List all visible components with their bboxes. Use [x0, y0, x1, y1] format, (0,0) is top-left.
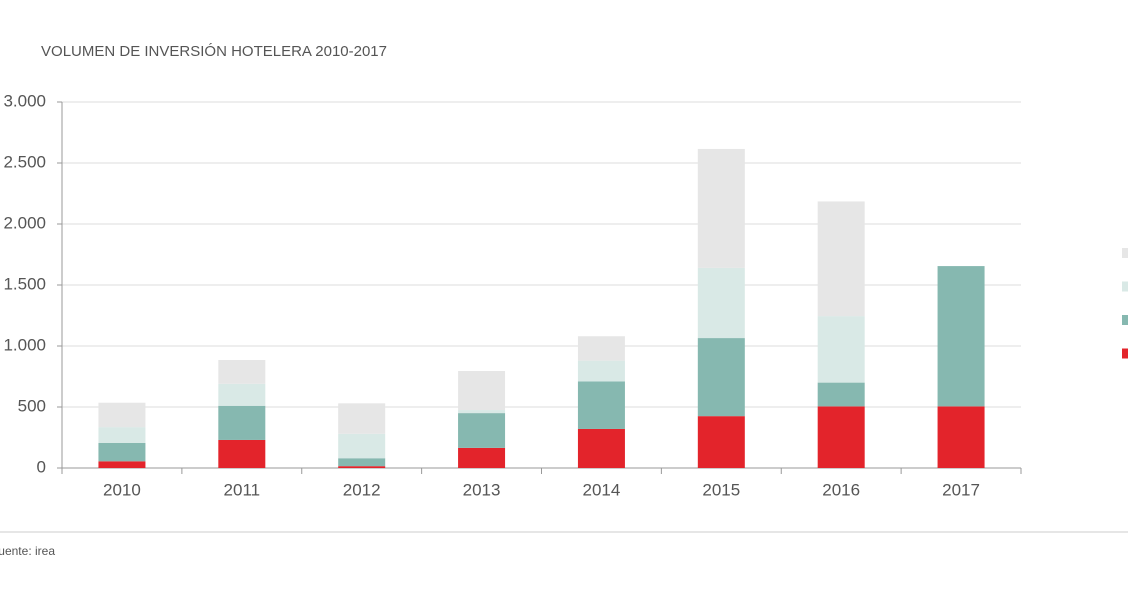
bar-segment — [218, 360, 266, 384]
bar-segment — [937, 406, 985, 468]
legend-swatch — [1122, 248, 1128, 258]
y-tick-label: 2.500 — [3, 152, 46, 171]
bar-segment — [338, 403, 386, 434]
bar-segment — [817, 382, 865, 407]
bar-segment — [338, 433, 386, 459]
chart-title: VOLUMEN DE INVERSIÓN HOTELERA 2010-2017 — [41, 43, 387, 60]
bar-segment — [937, 266, 985, 407]
x-tick-label: 2013 — [463, 480, 501, 499]
y-tick-label: 1.000 — [3, 335, 46, 354]
x-tick-label: 2014 — [583, 480, 621, 499]
bar-segment — [458, 413, 506, 448]
bar-segment — [98, 461, 146, 468]
bar-segment — [218, 439, 266, 468]
bar-segment — [697, 267, 745, 339]
bar-segment — [98, 402, 146, 428]
x-tick-label: 2012 — [343, 480, 381, 499]
bar-segment — [697, 338, 745, 417]
bar-segment — [697, 148, 745, 268]
legend-swatch — [1122, 281, 1128, 292]
bar-segment — [577, 336, 625, 361]
source: Fuente: irea — [0, 544, 55, 558]
bar-segment — [577, 381, 625, 429]
bar-segment — [817, 201, 865, 317]
x-tick-label: 2015 — [702, 480, 740, 499]
bar-segment — [218, 405, 266, 440]
bar-segment — [817, 316, 865, 383]
bar-segment — [218, 383, 266, 406]
bar-segment — [98, 442, 146, 462]
y-tick-label: 2.000 — [3, 213, 46, 232]
x-tick-label: 2017 — [942, 480, 980, 499]
y-tick-label: 1.500 — [3, 274, 46, 293]
bar-segment — [338, 466, 386, 468]
x-tick-label: 2011 — [224, 480, 261, 499]
bar-segment — [577, 428, 625, 468]
bar-segment — [577, 360, 625, 382]
y-tick-label: 0 — [37, 457, 46, 476]
bar-segment — [458, 410, 506, 414]
y-tick-label: 3.000 — [3, 91, 46, 110]
x-tick-label: 2010 — [103, 480, 141, 499]
bar-segment — [98, 427, 146, 443]
y-tick-label: 500 — [18, 396, 46, 415]
bar-segment — [458, 371, 506, 411]
bar-segment — [458, 447, 506, 468]
bar-segment — [697, 416, 745, 468]
legend-swatch — [1122, 348, 1128, 359]
bar-segment — [817, 406, 865, 468]
bar-segment — [338, 458, 386, 467]
x-tick-label: 2016 — [822, 480, 860, 499]
legend-swatch — [1122, 315, 1128, 325]
